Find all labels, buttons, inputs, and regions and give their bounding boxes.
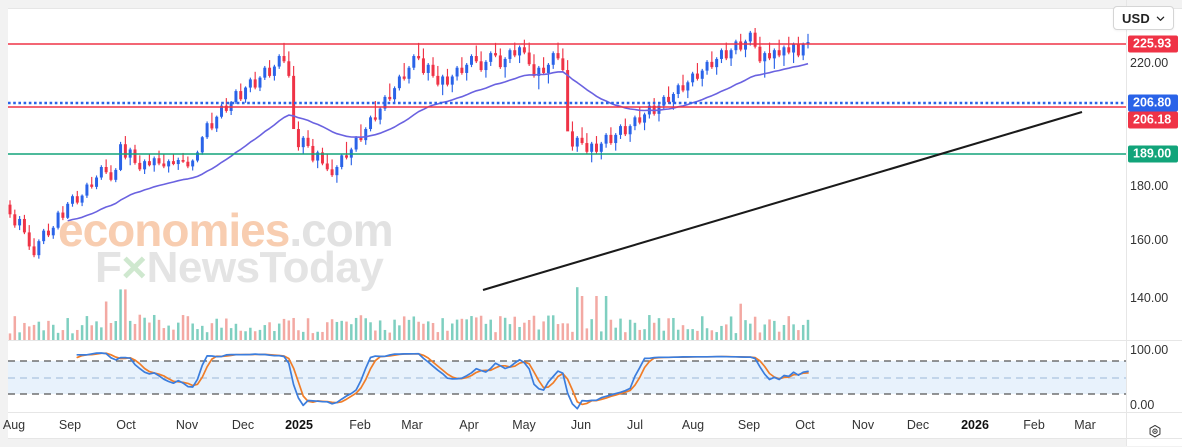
currency-selector[interactable]: USD [1112,6,1174,30]
chart-settings-button[interactable] [1146,424,1164,442]
price-axis-tick: 180.00 [1130,179,1169,193]
support-tag[interactable]: 189.00 [1128,145,1178,163]
price-axis-background [1126,0,1182,446]
separator-bottom [8,438,1182,439]
time-axis-tick: Sep [58,418,82,432]
time-axis-tick: Aug [681,418,705,432]
separator-time-axis [8,412,1182,413]
resistance-tag[interactable]: 225.93 [1128,35,1178,53]
left-margin [0,0,8,446]
time-axis-tick: Dec [906,418,930,432]
top-margin [0,0,1182,8]
separator-price-axis [1126,0,1127,446]
moving-average-line [67,62,809,222]
gear-icon [1149,424,1161,438]
pivot-tag[interactable]: 206.80 [1128,94,1178,112]
time-axis-tick: Oct [795,418,815,432]
oscillator-axis-tick: 100.00 [1130,343,1169,357]
price-axis-tick: 140.00 [1130,291,1169,305]
time-axis-tick: Apr [459,418,479,432]
stochastic-series [76,352,809,410]
time-axis-tick: Dec [231,418,255,432]
time-axis-tick: 2026 [961,418,989,432]
chevron-down-icon [1156,16,1165,21]
time-axis-tick: 2025 [285,418,313,432]
trendline-group [482,110,1083,292]
price-axis-tick: 220.00 [1130,56,1169,70]
time-axis-tick: Nov [175,418,199,432]
time-axis-tick: Jul [627,418,643,432]
time-axis-tick: May [512,418,536,432]
time-axis-tick: Aug [2,418,26,432]
oscillator-axis-tick: 0.00 [1130,398,1155,412]
separator-top [8,8,1182,9]
volume-bars [8,287,810,340]
last-price-tag[interactable]: 206.18 [1128,111,1178,129]
time-axis-tick: Nov [851,418,875,432]
currency-label: USD [1121,10,1150,26]
separator-volume [8,340,1182,341]
time-axis-tick: Mar [401,418,423,432]
time-axis-tick: Feb [1023,418,1045,432]
time-axis-tick: Feb [349,418,371,432]
time-axis-tick: Oct [116,418,136,432]
candlestick-series [8,28,810,259]
time-axis-tick: Jun [570,418,592,432]
time-axis-tick: Mar [1074,418,1096,432]
price-axis-tick: 160.00 [1130,233,1169,247]
time-axis-tick: Sep [737,418,761,432]
